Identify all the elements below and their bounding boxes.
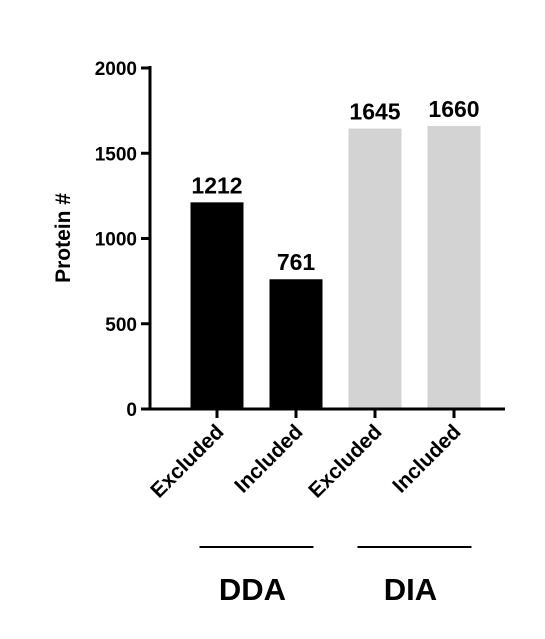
data-label-3: 1645: [349, 99, 400, 125]
y-axis-title: Protein #: [52, 193, 75, 283]
data-label-4: 1660: [428, 96, 479, 122]
bars: [190, 125, 481, 409]
y-tick-label-1500: 1500: [95, 144, 137, 165]
group-labels: DDA DIA: [199, 546, 472, 607]
category-label-2: Included: [230, 420, 307, 497]
y-tick-label-0: 0: [126, 400, 137, 421]
data-label-2: 761: [277, 249, 316, 275]
data-label-1: 1212: [191, 172, 242, 198]
y-tick-label-500: 500: [105, 315, 137, 336]
category-label-4: Included: [388, 420, 465, 497]
data-labels: 1212 761 1645 1660: [191, 96, 479, 275]
axes: 0 500 1000 1500 2000: [95, 59, 505, 421]
y-tick-label-1000: 1000: [95, 230, 137, 251]
category-label-1: Excluded: [146, 420, 228, 502]
bar-2: [269, 279, 323, 409]
category-label-3: Excluded: [304, 420, 386, 502]
bar-1: [190, 202, 244, 409]
group-label-2: DIA: [384, 572, 437, 607]
group-label-1: DDA: [219, 572, 286, 607]
y-tick-label-2000: 2000: [95, 59, 137, 80]
bar-4: [427, 125, 481, 409]
bar-3: [348, 128, 402, 409]
